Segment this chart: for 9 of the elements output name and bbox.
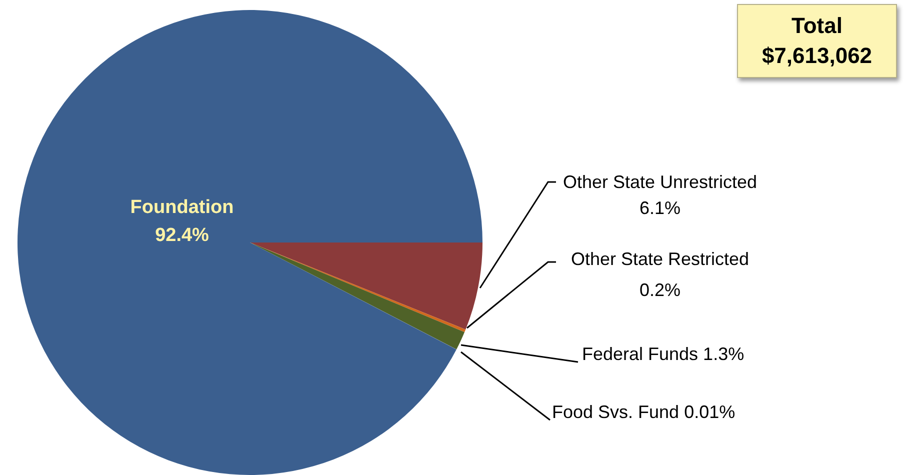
slice-label: Other State Restricted: [570, 248, 750, 269]
text: Total $7,613,062: [737, 4, 897, 78]
slice-label: Federal Funds 1.3%: [582, 344, 744, 364]
slice-label: Food Svs. Fund 0.01%: [552, 402, 736, 422]
slice-label: Foundation: [130, 197, 234, 218]
slice-label: Other State Unrestricted: [562, 172, 758, 192]
data-label: 6.1%: [639, 198, 681, 218]
data-label: 0.2%: [639, 280, 681, 300]
data-label: 92.4%: [155, 225, 210, 246]
